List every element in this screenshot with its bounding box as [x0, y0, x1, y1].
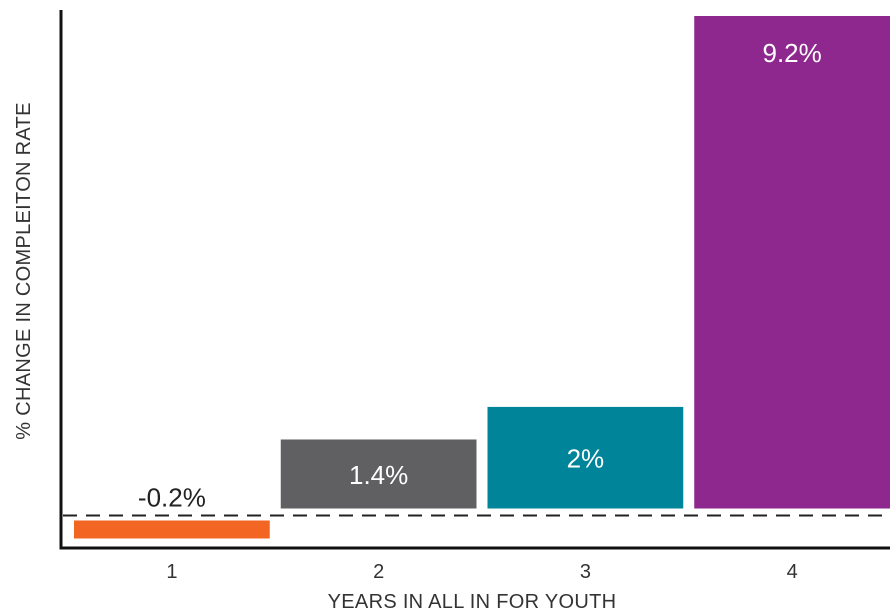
x-tick-label-1: 1	[166, 561, 177, 583]
x-tick-label-4: 4	[787, 561, 798, 583]
data-label-2: 1.4%	[349, 460, 408, 490]
data-label-3: 2%	[567, 444, 605, 474]
x-tick-label-2: 2	[373, 561, 384, 583]
data-label-1: -0.2%	[138, 483, 206, 513]
y-axis-title: % CHANGE IN COMPLEITON RATE	[13, 102, 35, 439]
data-labels: -0.2% 1.4% 2% 9.2%	[138, 38, 822, 513]
x-tick-labels: 1 2 3 4	[166, 561, 797, 583]
x-tick-label-3: 3	[580, 561, 591, 583]
bar-3	[487, 406, 684, 509]
bar-4	[694, 16, 890, 509]
bar-2	[280, 439, 477, 509]
bar-1	[74, 520, 270, 539]
x-axis-title: YEARS IN ALL IN FOR YOUTH	[328, 591, 617, 613]
bars-group	[74, 16, 890, 539]
data-label-4: 9.2%	[762, 38, 821, 68]
